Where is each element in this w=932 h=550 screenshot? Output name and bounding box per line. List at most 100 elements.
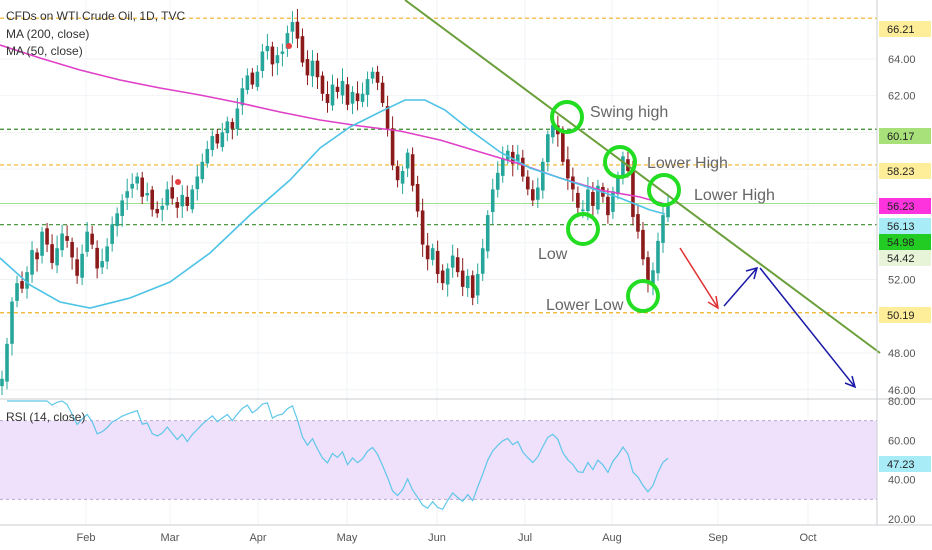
candle-body [380,82,385,103]
candle-body [195,176,200,190]
x-tick-label: Apr [249,532,266,544]
candle-body [5,343,9,382]
price-level-value: 66.21 [887,24,915,36]
rsi-current-value: 47.23 [887,459,915,471]
candle-body [561,131,565,162]
candle-body [275,55,280,64]
candle-body [410,154,415,186]
rsi-line [7,400,669,511]
x-tick-label: Sep [708,532,728,544]
candle-body [210,136,215,150]
candle-body [631,168,635,217]
candle-body [255,71,260,87]
candle-body [115,213,119,227]
candle-body [330,84,335,106]
candle-body [160,205,165,210]
ma50-legend: MA (50, close) [6,44,83,58]
candle-body [310,60,315,77]
candle-body [180,194,185,207]
candle-body [581,209,585,212]
candle-body [596,185,600,210]
candle-body [420,210,425,245]
price-level-label [879,234,931,250]
candle-body [470,275,475,298]
candle-body [55,248,59,266]
candle-body [175,202,180,208]
candle-body [415,184,420,212]
y-tick-label: 62.00 [888,91,916,103]
candle-body [75,259,79,276]
candle-body [300,36,305,63]
candle-body [485,215,490,252]
candle-body [465,275,470,289]
price-axis[interactable]: 46.0048.0050.0052.0054.0056.0058.0060.00… [876,0,931,526]
candle-body [15,283,19,301]
x-tick-label: May [337,532,358,544]
candle-body [355,93,360,102]
price-level-label [879,218,931,234]
candle-body [105,246,109,262]
candle-body [250,72,255,85]
candle-body [440,270,445,284]
candle-body [616,176,620,195]
highlight-circle [603,145,637,179]
price-level-value: 58.23 [887,166,915,178]
candle-body [205,148,210,164]
candle-body [576,192,580,208]
candle-body [566,159,570,179]
candle-body [185,196,190,206]
candle-body [155,208,160,214]
y-tick-label: 52.00 [888,274,916,286]
arrowhead-blue-down [844,375,857,389]
y-tick-label: 48.00 [888,348,916,360]
annotation-low: Low [538,246,568,263]
candle-body [375,71,380,83]
candle-body [245,75,250,90]
candle-body [30,250,34,275]
candle-body [65,236,69,241]
candle-body [110,224,114,244]
candle-body [280,51,285,54]
ma200-legend: MA (200, close) [6,27,90,41]
arrowhead-red [707,295,720,310]
rsi-pane [0,398,932,511]
candle-body [165,189,170,206]
rsi-current-label [879,456,931,472]
candle-body [606,196,610,216]
candle-body [641,229,645,260]
price-level-label [879,163,931,179]
candle-body [360,93,365,102]
candle-body [120,200,124,216]
price-level-label [879,198,931,214]
candle-body [651,270,655,284]
candle-body [35,252,39,260]
candle-body [405,152,410,169]
candle-body [340,80,345,96]
candle-body [500,158,505,176]
price-level-value: 56.13 [887,221,915,233]
candle-body [490,189,495,213]
pivot-dot [286,43,292,49]
time-axis[interactable]: Feb Mar Apr May Jun Jul Aug Sep Oct [0,524,932,544]
price-level-label [879,307,931,323]
rsi-y-tick-label: 60.00 [888,435,916,447]
candle-body [260,51,265,71]
price-level-label [879,21,931,37]
candle-body [40,231,44,256]
candle-body [335,86,340,92]
candle-body [0,378,4,387]
candle-body [240,88,245,106]
candle-body [270,46,275,65]
candle-body [646,257,650,284]
candle-body [235,108,240,130]
candle-body [325,94,330,103]
candle-body [70,241,74,258]
candle-body [666,204,670,218]
rsi-y-tick-label: 40.00 [888,475,916,487]
candle-body [190,189,195,210]
rsi-y-tick-label: 20.00 [888,514,916,526]
candle-body [305,59,310,76]
price-level-value: 60.17 [887,131,915,143]
candle-body [365,79,370,95]
